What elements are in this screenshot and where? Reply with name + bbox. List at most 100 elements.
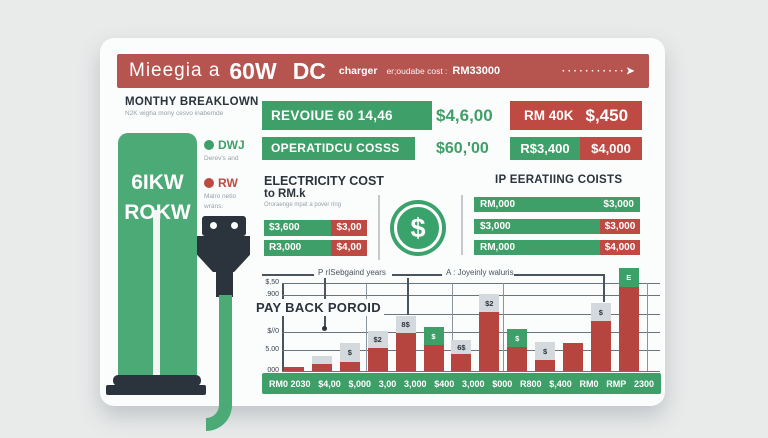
- x-axis-label: 3,00: [378, 378, 397, 389]
- y-axis-tick: $//0: [267, 328, 279, 335]
- x-axis-label: 3,000: [462, 378, 485, 389]
- revenue-value: $4,6,00: [436, 106, 493, 125]
- vertical-gridline: [366, 283, 367, 371]
- annotation-leader: [603, 274, 605, 302]
- x-axis-label: $,000: [348, 378, 372, 389]
- header-power: 60W: [229, 57, 277, 84]
- y-axis-line: [282, 283, 284, 371]
- operating-bar: OPERATIDCU COSSS: [262, 137, 415, 160]
- chart-bar: [563, 343, 583, 371]
- x-axis-label: $,400: [549, 378, 572, 389]
- chart-bar: [284, 367, 304, 371]
- chart-bar: [507, 347, 528, 371]
- operating-value: $60,'00: [436, 140, 489, 157]
- x-axis-label: RM0: [579, 378, 599, 389]
- vertical-gridline: [647, 283, 648, 371]
- plug-pin: [210, 222, 217, 229]
- charging-station-graphic: 6IKW ROKW: [118, 133, 197, 375]
- chart-bar: [339, 362, 360, 371]
- x-axis-label: RM0 2030: [269, 378, 311, 389]
- annotation-leader: [407, 278, 409, 315]
- charging-cable: [206, 295, 232, 431]
- x-axis-label: 3,000: [404, 378, 427, 389]
- annotation-line: [514, 274, 603, 276]
- header-charger-label: charger: [338, 65, 378, 77]
- legend-label: RW: [218, 176, 238, 190]
- electricity-title: ELECTRICITY COST: [264, 174, 384, 188]
- op-row-right: $4,000: [600, 240, 640, 255]
- chart-bar: [395, 333, 416, 371]
- legend-desc: Malro netio wrans.: [204, 193, 237, 210]
- op-row-left: RM,000: [480, 242, 516, 253]
- electricity-bar-red: $4,00: [331, 240, 367, 256]
- chart-bar: [618, 287, 639, 371]
- revenue-badge-label: RM 40K: [523, 108, 574, 123]
- chart-bar-cap: $: [535, 342, 556, 360]
- gridline: [282, 371, 660, 372]
- vertical-divider: [461, 195, 463, 255]
- operating-cost-row: RM,000 $3,000: [474, 197, 640, 212]
- dollar-symbol: $: [410, 212, 426, 243]
- operating-cost-row: $3,000 $3,000: [474, 219, 640, 234]
- annotation-line: [392, 274, 442, 276]
- revenue-bar: REVOIUE 60 14,46: [262, 101, 432, 130]
- chart-bar-cap: $2: [367, 331, 388, 348]
- legend-label: DWJ: [218, 138, 245, 152]
- chart-bar-cap: 6$: [451, 340, 472, 354]
- station-base-bottom: [106, 385, 206, 395]
- x-axis-label: $000: [492, 378, 513, 389]
- plug-pin: [231, 222, 238, 229]
- revenue-badge-value: $,450: [585, 105, 629, 125]
- ev-plug-body: [197, 236, 250, 272]
- gridline: [282, 332, 660, 333]
- legend-dot-red: [204, 178, 214, 188]
- chart-bar: [367, 348, 388, 371]
- infographic-card: Mieegia a 60W DC charger er;oudabe cost …: [100, 38, 665, 431]
- y-axis-tick: 000: [267, 367, 279, 374]
- chart-bar-cap: $: [507, 329, 528, 347]
- header-banner: Mieegia a 60W DC charger er;oudabe cost …: [117, 54, 649, 88]
- vertical-gridline: [452, 283, 453, 371]
- chart-bar-cap: E: [618, 268, 639, 287]
- legend-desc: Derev's and: [204, 155, 239, 162]
- electricity-bar: R3,000 $4,00: [264, 240, 367, 256]
- dotted-arrow-icon: ···········➤: [561, 65, 637, 77]
- ev-plug-icon: [202, 216, 246, 236]
- op-row-left: $3,000: [480, 221, 511, 232]
- chart-bar: [451, 354, 472, 371]
- op-row-left: RM,000: [480, 199, 516, 210]
- station-power-label-1: 6IKW: [131, 171, 184, 194]
- revenue-badge: RM 40K $,450: [510, 101, 642, 130]
- gridline: [282, 314, 660, 315]
- electricity-note: Ororaenge mpat a pover ring: [264, 202, 342, 208]
- y-axis-tick: .900: [265, 291, 279, 298]
- chart-bar: [479, 312, 500, 371]
- chart-bar-cap: $2: [479, 294, 500, 312]
- chart-bar-cap: $: [339, 343, 360, 362]
- annotation-line: [262, 274, 314, 276]
- chart-bar: [535, 360, 556, 371]
- gridline: [282, 283, 660, 284]
- header-brand: Mieegia a: [129, 60, 221, 81]
- operating-badge-green: R$3,400: [510, 137, 580, 160]
- chart-bar: [311, 364, 332, 371]
- header-type: DC: [292, 57, 326, 84]
- section-title-monthly-breakdown: MONTHY BREAKLOWN: [125, 96, 259, 108]
- station-base-top: [113, 375, 201, 386]
- chart-bar-cap: [311, 356, 332, 364]
- legend-item-green: DWJ Derev's and: [204, 138, 256, 164]
- x-axis-label: $400: [434, 378, 455, 389]
- x-axis-strip: RM0 2030 $4,00 $,000 3,00 3,000 $400 3,000 $000…: [262, 373, 661, 394]
- chart-annotation-2: A : Joyeinly waluris: [446, 268, 514, 277]
- y-axis-tick: 5.00: [265, 346, 279, 353]
- legend-item-red: RW Malro netio wrans.: [204, 176, 256, 212]
- x-axis-label: 2300: [633, 378, 654, 389]
- x-axis-label: R800: [520, 378, 542, 389]
- ev-plug-stem: [216, 270, 233, 297]
- station-stripe: [153, 210, 160, 375]
- electricity-bar-green: R3,000: [264, 240, 331, 256]
- operating-badge-red: $4,000: [580, 137, 642, 160]
- chart-title: PAY BACK POROID: [256, 299, 384, 316]
- y-axis-tick: $,50: [265, 279, 279, 286]
- electricity-bar: $3,600 $3,00: [264, 220, 367, 236]
